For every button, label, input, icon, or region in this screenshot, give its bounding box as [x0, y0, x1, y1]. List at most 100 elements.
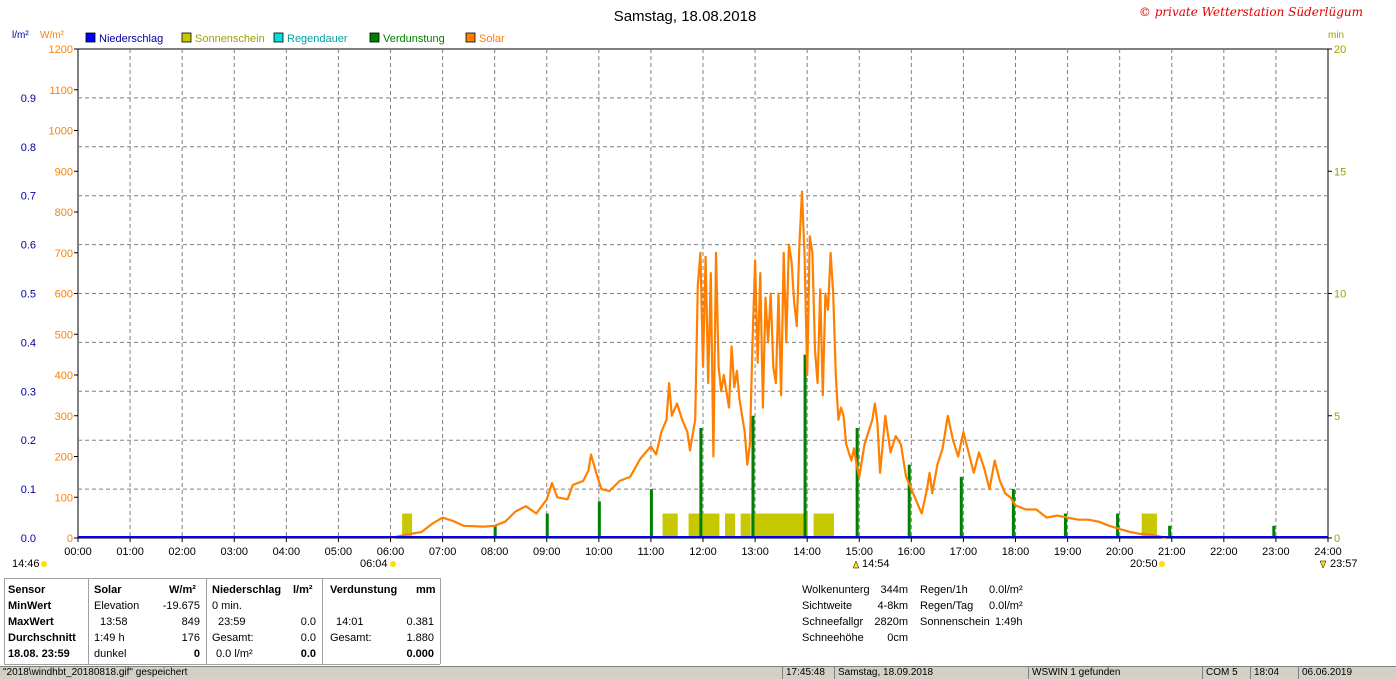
left-unit-solar: W/m²: [40, 30, 65, 41]
rain-header: Niederschlag: [212, 584, 282, 596]
legend-label: Verdunstung: [383, 33, 445, 45]
x-tick-label: 04:00: [273, 546, 301, 558]
evaporation-bar: [907, 464, 911, 538]
sunrise-dot: [390, 561, 396, 567]
evaporation-bar: [959, 476, 963, 538]
rain-max-value: 0.0: [300, 616, 316, 628]
solar-avg-value: 176: [181, 632, 200, 644]
solar-tick-label: 0: [67, 533, 73, 545]
sunshine-bars: [402, 513, 1157, 538]
x-tick-label: 14:00: [793, 546, 821, 558]
sunshine-bar: [1146, 513, 1157, 538]
x-tick-label: 13:00: [741, 546, 769, 558]
solar-line: [78, 190, 1328, 540]
right-tick-label: 5: [1334, 411, 1340, 423]
moonrise-label: 14:46: [12, 558, 40, 570]
avg-label: Durchschnitt: [8, 632, 76, 644]
x-tick-label: 11:00: [638, 546, 665, 558]
solar-tick-label: 900: [55, 166, 73, 178]
sunshine-bar: [740, 513, 751, 538]
sunset-label: 20:50: [1130, 558, 1158, 570]
sunshine-bar: [766, 513, 777, 538]
max-label: MaxWert: [8, 616, 54, 628]
evaporation-bar: [1168, 525, 1172, 538]
right-tick-label: 0: [1334, 533, 1340, 545]
solar-tick-label: 600: [55, 289, 73, 301]
legend-swatch: [369, 32, 380, 43]
sunshine-bar: [688, 513, 699, 538]
solar-tick-label: 1200: [49, 44, 73, 56]
solar-last-value: 0: [193, 648, 200, 660]
x-tick-label: 00:00: [64, 546, 92, 558]
legend-label: Solar: [479, 33, 505, 45]
rain-tick-label: 0.2: [21, 435, 36, 447]
x-tick-label: 08:00: [481, 546, 509, 558]
sunshine-bar: [699, 513, 709, 538]
sensor-label: Sensor: [8, 584, 46, 596]
solar-tick-label: 1100: [49, 85, 73, 97]
x-tick-label: 16:00: [898, 546, 926, 558]
sunshine-bar: [797, 513, 808, 538]
rain-day-value: 0.0l/m²: [989, 600, 1023, 612]
solar-noon-label: 14:54: [862, 558, 890, 570]
sunshine-bar: [693, 513, 704, 538]
evaporation-bar: [1063, 513, 1067, 538]
solar-tick-label: 800: [55, 207, 73, 219]
sunshine-bar: [777, 513, 788, 538]
sunshine-value: 1:49h: [995, 616, 1023, 628]
evaporation-bar: [751, 415, 755, 538]
sunshine-bar: [761, 513, 772, 538]
x-tick-label: 20:00: [1106, 546, 1134, 558]
sunshine-bar: [751, 513, 762, 538]
evap-last-value: 0.000: [406, 648, 434, 660]
solar-tick-label: 400: [55, 370, 73, 382]
copyright-label: © private Wetterstation Süderlügum: [1139, 5, 1363, 19]
visibility-value: 4-8km: [877, 600, 908, 612]
evap-unit: mm: [416, 584, 436, 596]
rain-tick-label: 0.4: [21, 337, 36, 349]
status-date: Samstag, 18.09.2018: [834, 667, 1028, 679]
sunset-dot: [1159, 561, 1165, 567]
status-bar: "2018\windhbt_20180818.gif" gespeichert …: [0, 666, 1396, 679]
rain-last-value: 0.0: [300, 648, 316, 660]
x-tick-label: 15:00: [845, 546, 873, 558]
evaporation-bar: [803, 354, 807, 538]
sunrise-label: 06:04: [360, 558, 388, 570]
solar-tick-label: 300: [55, 411, 73, 423]
evaporation-bar: [649, 489, 653, 538]
evaporation-bar: [597, 501, 601, 538]
solar-tick-label: 700: [55, 248, 73, 260]
solar-max-time: 13:58: [100, 616, 128, 628]
rain-min-text: 0 min.: [212, 600, 242, 612]
x-tick-label: 03:00: [220, 546, 248, 558]
rain-tick-label: 0.8: [21, 142, 36, 154]
status-message: "2018\windhbt_20180818.gif" gespeichert: [3, 667, 188, 678]
evaporation-bar: [545, 513, 549, 538]
status-time: 17:45:48: [782, 667, 834, 679]
rain-day-label: Regen/Tag: [920, 600, 974, 612]
stats-panel: Sensor MinWert MaxWert Durchschnitt 18.0…: [4, 578, 440, 664]
sunshine-bar: [709, 513, 720, 538]
solar-tick-label: 500: [55, 329, 73, 341]
cloud-base-label: Wolkenunterg: [802, 584, 870, 596]
chart-title: Samstag, 18.08.2018: [614, 8, 757, 25]
legend-swatch: [181, 32, 192, 43]
rain-unit: l/m²: [293, 584, 313, 596]
sunshine-bar: [756, 513, 767, 538]
x-tick-label: 23:00: [1262, 546, 1290, 558]
x-tick-label: 22:00: [1210, 546, 1238, 558]
solar-tick-label: 100: [55, 492, 73, 504]
rain-tick-label: 0.0: [21, 533, 36, 545]
legend-label: Niederschlag: [99, 33, 163, 45]
legend-swatch: [85, 32, 96, 43]
rain-tick-label: 0.7: [21, 191, 36, 203]
rain-tick-label: 0.1: [21, 484, 36, 496]
x-tick-label: 24:00: [1314, 546, 1342, 558]
solar-min-value: -19.675: [162, 600, 200, 612]
solar-last-text: dunkel: [94, 648, 127, 660]
status-wswin: WSWIN 1 gefunden: [1028, 667, 1202, 679]
evaporation-bar: [699, 427, 703, 538]
evap-avg-text: Gesamt:: [330, 632, 372, 644]
right-tick-label: 20: [1334, 44, 1346, 56]
extra-panel: Wolkenunterg 344m Sichtweite 4-8km Schne…: [800, 578, 1130, 664]
